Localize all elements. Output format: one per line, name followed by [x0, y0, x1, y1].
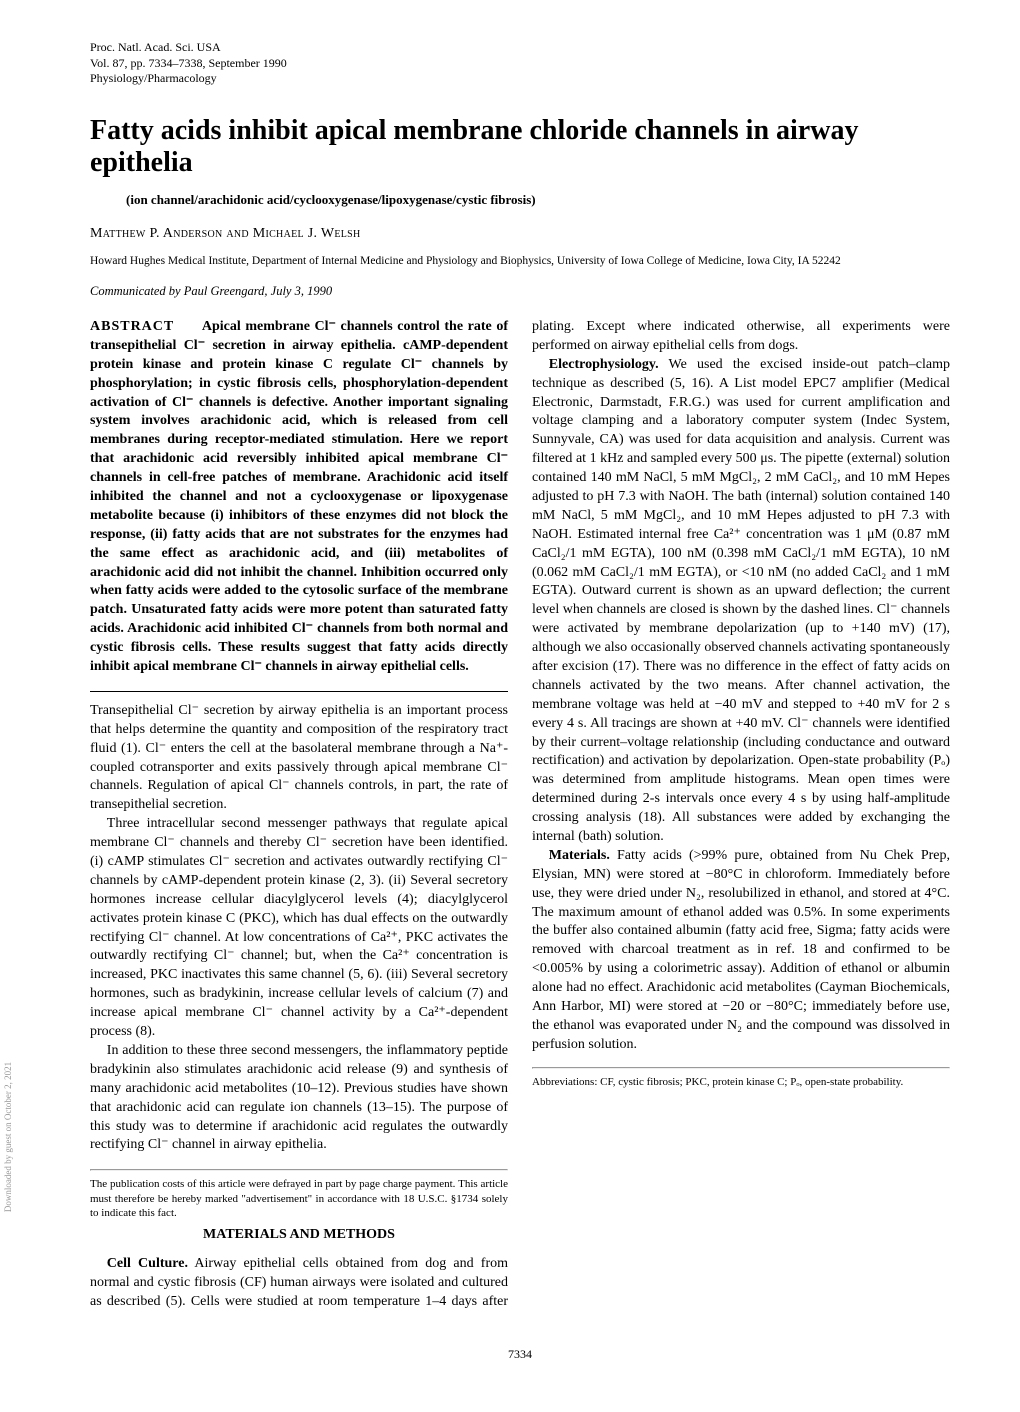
journal-header: Proc. Natl. Acad. Sci. USA Vol. 87, pp. …	[90, 40, 950, 87]
abbreviations-footnote: Abbreviations: CF, cystic fibrosis; PKC,…	[532, 1075, 950, 1089]
electrophysiology-head: Electrophysiology.	[549, 357, 659, 372]
volume-info: Vol. 87, pp. 7334–7338, September 1990	[90, 56, 950, 72]
materials-methods-heading: MATERIALS AND METHODS	[90, 1226, 508, 1245]
materials-paragraph: Materials. Fatty acids (>99% pure, obtai…	[532, 847, 950, 1055]
page-number: 7334	[90, 1346, 950, 1362]
materials-body: Fatty acids (>99% pure, obtained from Nu…	[532, 848, 950, 1052]
electrophysiology-paragraph: Electrophysiology. We used the excised i…	[532, 356, 950, 847]
footnote-rule	[90, 1169, 508, 1171]
article-subtitle: (ion channel/arachidonic acid/cyclooxyge…	[126, 191, 950, 209]
electrophysiology-body: We used the excised inside-out patch–cla…	[532, 357, 950, 844]
authors: Matthew P. Anderson and Michael J. Welsh	[90, 225, 950, 244]
left-footnote-block: The publication costs of this article we…	[90, 1169, 508, 1220]
materials-head: Materials.	[549, 848, 610, 863]
journal-name: Proc. Natl. Acad. Sci. USA	[90, 40, 950, 56]
intro-paragraph-3: In addition to these three second messen…	[90, 1042, 508, 1155]
abstract-label: ABSTRACT	[90, 319, 174, 334]
abstract-text: Apical membrane Cl⁻ channels control the…	[90, 319, 508, 674]
footnote-rule-right	[532, 1067, 950, 1069]
right-footnote-block: Abbreviations: CF, cystic fibrosis; PKC,…	[532, 1067, 950, 1089]
article-title: Fatty acids inhibit apical membrane chlo…	[90, 115, 950, 179]
affiliation: Howard Hughes Medical Institute, Departm…	[90, 254, 950, 270]
abstract: ABSTRACT Apical membrane Cl⁻ channels co…	[90, 318, 508, 677]
intro-paragraph-2: Three intracellular second messenger pat…	[90, 815, 508, 1042]
cell-culture-head: Cell Culture.	[107, 1256, 188, 1271]
download-watermark: Downloaded by guest on October 2, 2021	[2, 1062, 14, 1212]
body-columns: ABSTRACT Apical membrane Cl⁻ channels co…	[90, 318, 950, 1338]
section-name: Physiology/Pharmacology	[90, 71, 950, 87]
communicated-by: Communicated by Paul Greengard, July 3, …	[90, 283, 950, 300]
publication-costs-footnote: The publication costs of this article we…	[90, 1177, 508, 1220]
separator-rule	[90, 691, 508, 692]
intro-paragraph-1: Transepithelial Cl⁻ secretion by airway …	[90, 702, 508, 815]
